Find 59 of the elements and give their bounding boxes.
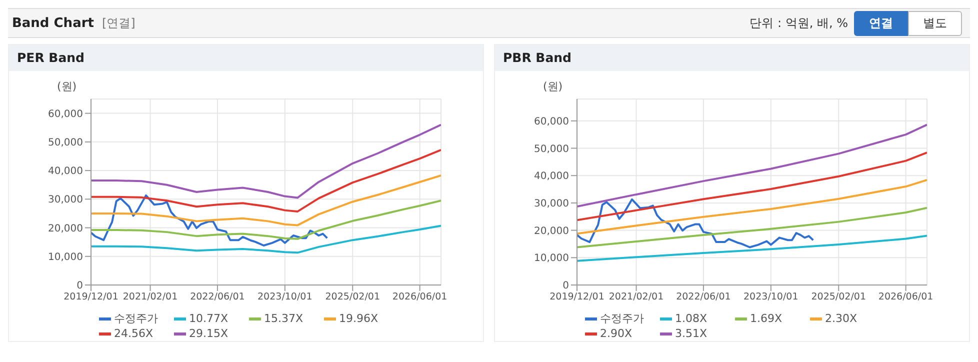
x-tick-label: 2023/10/01 <box>744 292 798 303</box>
text: 단위 : 억원, 배, % <box>750 14 848 32</box>
line-series <box>577 234 927 262</box>
x-tick-label: 2019/12/01 <box>64 292 118 303</box>
line-series <box>577 178 927 235</box>
legend-label: 29.15X <box>188 326 230 341</box>
legend-label: 2.90X <box>599 326 634 341</box>
y-tick-label: 50,000 <box>534 144 569 155</box>
x-tick-label: 2021/02/01 <box>608 292 664 303</box>
y-tick-label: 30,000 <box>534 198 569 210</box>
x-tick-label: 2026/06/01 <box>392 292 448 303</box>
y-tick-label: 10,000 <box>48 252 83 263</box>
y-tick-label: 0 <box>76 280 83 292</box>
legend-label: 1.08X <box>674 311 708 326</box>
y-tick-label: 20,000 <box>534 226 569 237</box>
y-axis-title: (원) <box>543 79 563 94</box>
line-series <box>91 224 441 254</box>
x-tick-label: 2022/06/01 <box>190 292 245 303</box>
line-series <box>91 194 328 247</box>
text: 별도 <box>908 10 962 36</box>
y-tick-label: 20,000 <box>48 223 83 234</box>
text: Band Chart <box>12 16 94 30</box>
legend-label: 3.51X <box>674 326 708 341</box>
x-tick-label: 2025/02/01 <box>325 292 380 303</box>
line-series <box>91 148 441 212</box>
y-tick-label: 40,000 <box>48 166 83 178</box>
y-tick-label: 0 <box>562 280 569 292</box>
text: [연결] <box>102 14 136 32</box>
line-series <box>91 174 441 226</box>
y-tick-label: 60,000 <box>48 108 83 120</box>
line-series <box>91 200 441 240</box>
x-tick-label: 2026/06/01 <box>878 292 934 303</box>
y-tick-label: 50,000 <box>48 137 83 148</box>
chart-title: PER Band <box>9 45 483 71</box>
line-series <box>91 124 441 199</box>
line-series <box>577 152 927 222</box>
legend-label: 2.30X <box>824 311 858 326</box>
x-tick-label: 2023/10/01 <box>258 292 312 303</box>
line-series <box>577 198 814 248</box>
y-tick-label: 10,000 <box>534 253 569 264</box>
legend-label: 19.96X <box>338 311 380 326</box>
y-tick-label: 40,000 <box>534 171 569 182</box>
legend-label: 15.37X <box>263 311 304 326</box>
x-tick-label: 2025/02/01 <box>811 292 866 303</box>
legend-label: 수정주가 <box>599 311 645 326</box>
line-series <box>577 206 927 248</box>
x-tick-label: 2019/12/01 <box>550 292 604 303</box>
legend-label: 수정주가 <box>113 311 159 326</box>
legend-label: 10.77X <box>188 311 230 326</box>
chart-title: PBR Band <box>495 45 969 71</box>
line-series <box>577 124 927 208</box>
x-tick-label: 2021/02/01 <box>122 292 178 303</box>
x-tick-label: 2022/06/01 <box>676 292 731 303</box>
y-axis-title: (원) <box>57 79 77 94</box>
y-tick-label: 30,000 <box>48 194 83 206</box>
y-tick-label: 60,000 <box>534 116 569 128</box>
legend-label: 24.56X <box>113 326 154 341</box>
legend-label: 1.69X <box>749 311 784 326</box>
text: 연결 <box>854 10 908 36</box>
